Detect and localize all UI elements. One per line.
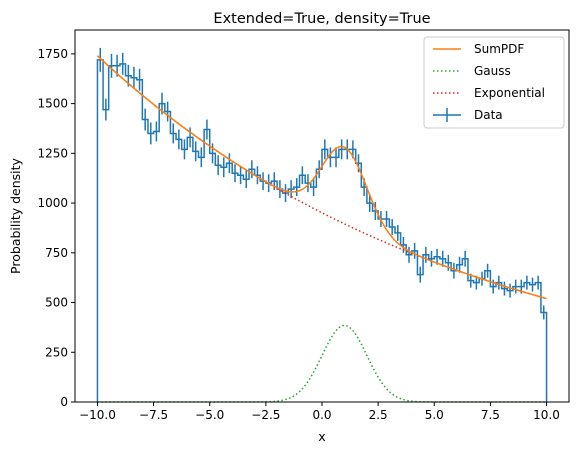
x-tick-label: 0.0 bbox=[312, 408, 331, 422]
x-tick-label: 2.5 bbox=[369, 408, 388, 422]
legend: SumPDF Gauss Exponential Data bbox=[423, 36, 565, 129]
y-tick-label: 1500 bbox=[37, 97, 68, 111]
y-tick-label: 250 bbox=[45, 345, 68, 359]
x-axis-label: x bbox=[318, 429, 325, 444]
legend-label-exponential: Exponential bbox=[474, 86, 545, 100]
y-tick-label: 0 bbox=[60, 395, 68, 409]
legend-label-sumpdf: SumPDF bbox=[474, 42, 524, 56]
chart-title: Extended=True, density=True bbox=[213, 11, 430, 27]
y-tick-label: 500 bbox=[45, 296, 68, 310]
x-tick-label: −7.5 bbox=[139, 408, 168, 422]
legend-label-data: Data bbox=[474, 108, 503, 122]
legend-box bbox=[423, 36, 565, 129]
y-axis: 0 250 500 750 1000 1250 1500 1750 bbox=[37, 47, 75, 409]
x-tick-label: 5.0 bbox=[425, 408, 444, 422]
x-tick-label: −5.0 bbox=[195, 408, 224, 422]
y-tick-label: 1250 bbox=[37, 146, 68, 160]
sumpdf-series-line bbox=[96, 55, 547, 300]
x-axis: −10.0 −7.5 −5.0 −2.5 0.0 2.5 5.0 7.5 10.0 bbox=[79, 402, 560, 422]
y-tick-label: 1750 bbox=[37, 47, 68, 61]
x-tick-label: 10.0 bbox=[533, 408, 560, 422]
y-tick-label: 750 bbox=[45, 246, 68, 260]
x-tick-label: 7.5 bbox=[481, 408, 500, 422]
legend-swatch-data bbox=[433, 108, 461, 122]
x-tick-label: −2.5 bbox=[251, 408, 280, 422]
legend-label-gauss: Gauss bbox=[474, 64, 511, 78]
x-tick-label: −10.0 bbox=[79, 408, 116, 422]
y-axis-label: Probability density bbox=[8, 157, 23, 273]
data-series-histogram bbox=[96, 59, 548, 402]
y-tick-label: 1000 bbox=[37, 196, 68, 210]
